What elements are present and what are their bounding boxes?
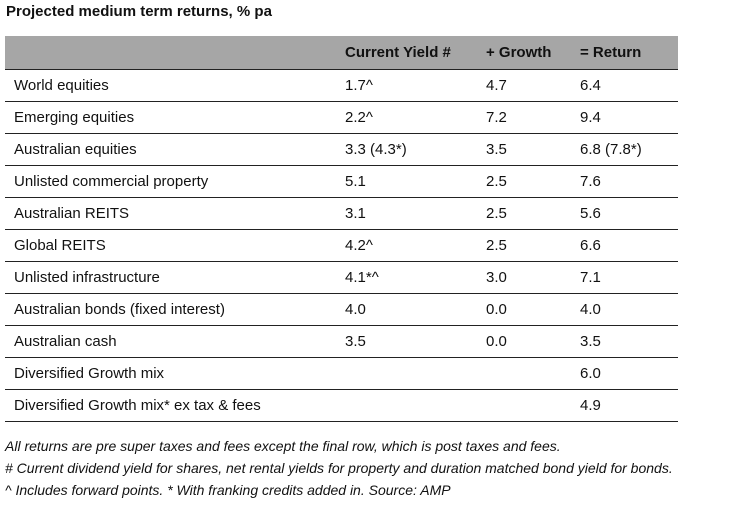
return: 5.6	[571, 197, 678, 230]
asset-name: Unlisted infrastructure	[5, 261, 336, 294]
header-asset	[5, 36, 336, 70]
table-row: Australian equities 3.3 (4.3*) 3.5 6.8 (…	[5, 133, 678, 166]
return: 7.6	[571, 165, 678, 198]
growth	[477, 357, 571, 390]
asset-name: Diversified Growth mix* ex tax & fees	[5, 389, 336, 422]
current-yield: 3.1	[336, 197, 477, 230]
asset-name: Unlisted commercial property	[5, 165, 336, 198]
growth: 2.5	[477, 165, 571, 198]
return: 6.6	[571, 229, 678, 262]
table-row: World equities 1.7^ 4.7 6.4	[5, 69, 678, 102]
table-row: Diversified Growth mix 6.0	[5, 357, 678, 390]
header-return: = Return	[571, 36, 678, 70]
table-title: Projected medium term returns, % pa	[6, 3, 272, 20]
growth: 0.0	[477, 325, 571, 358]
growth: 4.7	[477, 69, 571, 102]
asset-name: Diversified Growth mix	[5, 357, 336, 390]
return: 6.8 (7.8*)	[571, 133, 678, 166]
table-row: Australian cash 3.5 0.0 3.5	[5, 325, 678, 358]
growth: 0.0	[477, 293, 571, 326]
asset-name: World equities	[5, 69, 336, 102]
footnotes: All returns are pre super taxes and fees…	[5, 435, 673, 501]
growth: 3.0	[477, 261, 571, 294]
current-yield: 4.0	[336, 293, 477, 326]
header-growth: + Growth	[477, 36, 571, 70]
table-row: Australian bonds (fixed interest) 4.0 0.…	[5, 293, 678, 326]
table-row: Global REITS 4.2^ 2.5 6.6	[5, 229, 678, 262]
header-current-yield: Current Yield #	[336, 36, 477, 70]
current-yield: 2.2^	[336, 101, 477, 134]
footnote: ^ Includes forward points. * With franki…	[5, 482, 451, 498]
growth	[477, 389, 571, 422]
asset-name: Australian cash	[5, 325, 336, 358]
footnote: # Current dividend yield for shares, net…	[5, 460, 673, 476]
asset-name: Global REITS	[5, 229, 336, 262]
growth: 2.5	[477, 229, 571, 262]
return: 6.0	[571, 357, 678, 390]
growth: 7.2	[477, 101, 571, 134]
return: 4.0	[571, 293, 678, 326]
returns-table: Current Yield # + Growth = Return World …	[5, 36, 678, 422]
current-yield: 4.2^	[336, 229, 477, 262]
current-yield: 5.1	[336, 165, 477, 198]
asset-name: Australian bonds (fixed interest)	[5, 293, 336, 326]
return: 9.4	[571, 101, 678, 134]
table-row: Diversified Growth mix* ex tax & fees 4.…	[5, 389, 678, 422]
current-yield: 1.7^	[336, 69, 477, 102]
asset-name: Australian equities	[5, 133, 336, 166]
return: 4.9	[571, 389, 678, 422]
return: 6.4	[571, 69, 678, 102]
asset-name: Australian REITS	[5, 197, 336, 230]
current-yield: 3.3 (4.3*)	[336, 133, 477, 166]
table-row: Unlisted infrastructure 4.1*^ 3.0 7.1	[5, 261, 678, 294]
header-row: Current Yield # + Growth = Return	[5, 36, 678, 70]
growth: 2.5	[477, 197, 571, 230]
current-yield	[336, 357, 477, 390]
return: 3.5	[571, 325, 678, 358]
asset-name: Emerging equities	[5, 101, 336, 134]
table-row: Emerging equities 2.2^ 7.2 9.4	[5, 101, 678, 134]
footnote: All returns are pre super taxes and fees…	[5, 438, 561, 454]
current-yield: 3.5	[336, 325, 477, 358]
table-row: Australian REITS 3.1 2.5 5.6	[5, 197, 678, 230]
return: 7.1	[571, 261, 678, 294]
current-yield: 4.1*^	[336, 261, 477, 294]
growth: 3.5	[477, 133, 571, 166]
table-row: Unlisted commercial property 5.1 2.5 7.6	[5, 165, 678, 198]
current-yield	[336, 389, 477, 422]
